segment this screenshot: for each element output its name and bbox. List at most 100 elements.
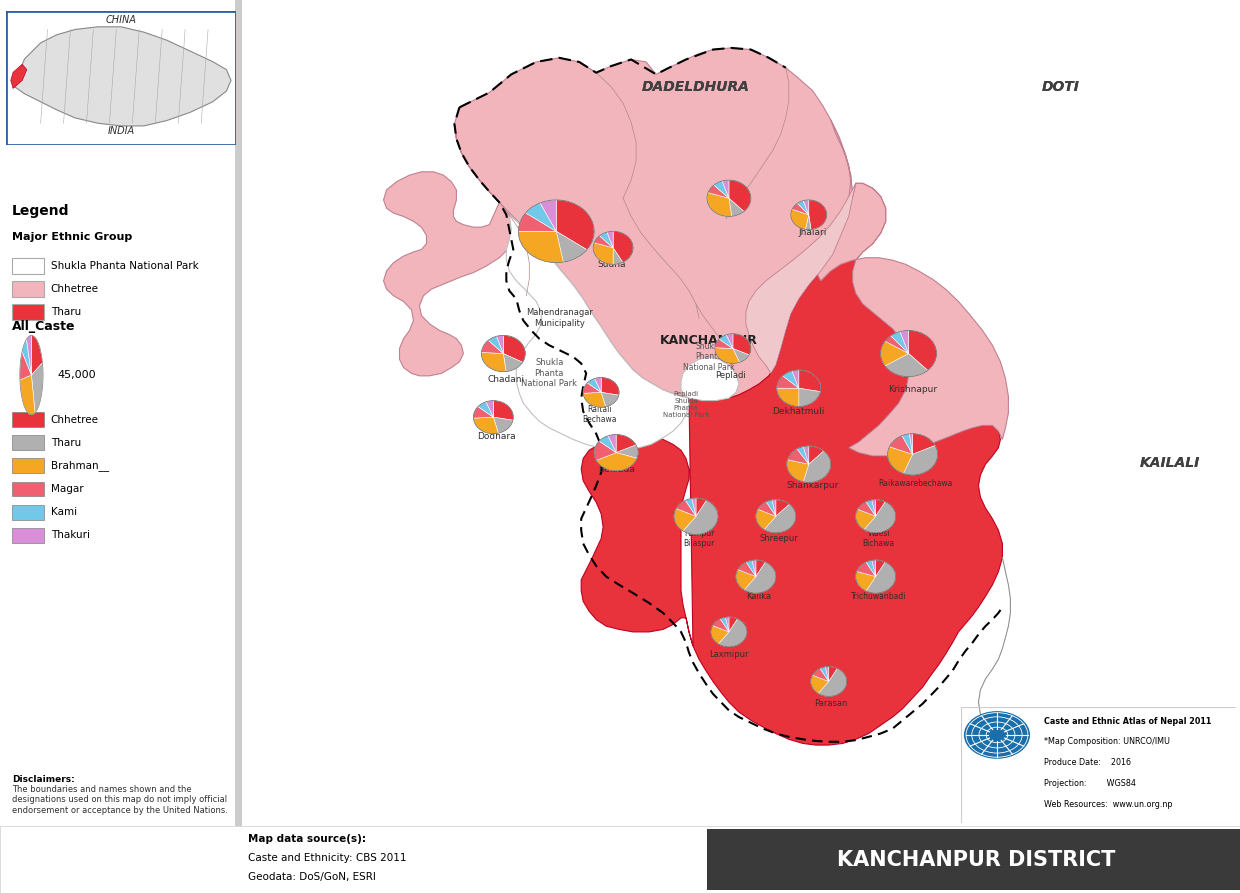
Wedge shape <box>909 434 913 455</box>
Wedge shape <box>714 181 729 198</box>
Wedge shape <box>720 617 729 632</box>
Wedge shape <box>766 500 776 516</box>
Polygon shape <box>454 48 853 401</box>
Wedge shape <box>856 572 875 591</box>
Wedge shape <box>692 498 696 516</box>
Wedge shape <box>494 401 513 421</box>
Wedge shape <box>791 209 808 230</box>
Wedge shape <box>708 185 729 198</box>
Wedge shape <box>489 337 503 354</box>
Bar <box>12 258 43 274</box>
Wedge shape <box>608 435 616 453</box>
Polygon shape <box>582 183 1002 745</box>
Text: Caste and Ethnicity: CBS 2011: Caste and Ethnicity: CBS 2011 <box>248 853 407 863</box>
Wedge shape <box>888 446 913 473</box>
Bar <box>12 281 43 297</box>
Wedge shape <box>707 193 732 216</box>
Text: Parasan: Parasan <box>813 699 847 708</box>
Text: Legend: Legend <box>12 204 69 218</box>
Wedge shape <box>725 617 729 632</box>
Text: Sudha: Sudha <box>596 260 625 269</box>
Wedge shape <box>616 435 636 453</box>
Wedge shape <box>715 339 733 348</box>
Wedge shape <box>601 378 619 395</box>
Wedge shape <box>20 352 31 380</box>
Wedge shape <box>864 502 895 533</box>
Wedge shape <box>787 460 808 482</box>
Text: Map data source(s):: Map data source(s): <box>248 834 366 844</box>
Wedge shape <box>481 353 506 371</box>
Wedge shape <box>799 388 821 406</box>
Wedge shape <box>799 370 821 392</box>
Wedge shape <box>858 502 875 516</box>
Text: DADELDHURA: DADELDHURA <box>642 79 750 94</box>
Polygon shape <box>816 120 1008 456</box>
Wedge shape <box>758 502 776 516</box>
Wedge shape <box>828 666 837 681</box>
Wedge shape <box>557 231 587 263</box>
Wedge shape <box>518 231 563 263</box>
Wedge shape <box>696 498 707 516</box>
Wedge shape <box>594 378 601 392</box>
Circle shape <box>963 711 1030 759</box>
Wedge shape <box>722 180 729 198</box>
Text: Chhetree: Chhetree <box>51 284 99 294</box>
Text: Mahendranagar
Municipality: Mahendranagar Municipality <box>526 308 593 328</box>
Wedge shape <box>733 348 749 363</box>
Wedge shape <box>715 347 739 363</box>
Wedge shape <box>890 331 909 354</box>
Text: 45,000: 45,000 <box>57 370 97 380</box>
Text: The boundaries and names shown and the
designations used on this map do not impl: The boundaries and names shown and the d… <box>12 785 228 814</box>
Wedge shape <box>713 619 729 632</box>
Wedge shape <box>900 330 909 354</box>
Wedge shape <box>496 336 503 354</box>
Text: DOTI: DOTI <box>1042 79 1079 94</box>
Bar <box>707 829 1240 890</box>
Wedge shape <box>909 330 936 371</box>
Text: Shukla
Phanta
National Park: Shukla Phanta National Park <box>683 342 735 371</box>
Text: INDIA: INDIA <box>108 127 134 137</box>
Wedge shape <box>857 562 875 577</box>
Text: Tharu: Tharu <box>51 307 81 317</box>
Text: Rampur
Bilaspur: Rampur Bilaspur <box>683 529 714 548</box>
Text: Dekhatmuli: Dekhatmuli <box>773 407 825 416</box>
Text: Beldada: Beldada <box>598 464 635 473</box>
Wedge shape <box>583 383 601 393</box>
Text: Produce Date:    2016: Produce Date: 2016 <box>1044 758 1131 767</box>
Text: Projection:        WGS84: Projection: WGS84 <box>1044 780 1136 789</box>
Text: Magar: Magar <box>51 484 83 494</box>
Wedge shape <box>787 449 808 464</box>
Wedge shape <box>776 376 799 388</box>
Wedge shape <box>913 434 935 455</box>
Wedge shape <box>733 334 751 355</box>
Text: CHINA: CHINA <box>105 15 136 25</box>
Wedge shape <box>792 370 799 388</box>
Wedge shape <box>486 401 494 417</box>
Wedge shape <box>541 200 557 231</box>
Polygon shape <box>14 27 231 126</box>
Wedge shape <box>875 560 885 577</box>
Wedge shape <box>675 508 696 531</box>
Text: Daiji: Daiji <box>715 200 737 209</box>
Text: Thakuri: Thakuri <box>51 530 89 540</box>
Wedge shape <box>804 451 831 482</box>
Wedge shape <box>683 500 718 534</box>
Wedge shape <box>718 619 746 647</box>
Text: Disclaimers:: Disclaimers: <box>12 775 74 784</box>
Wedge shape <box>875 500 885 516</box>
Wedge shape <box>792 204 808 214</box>
Wedge shape <box>727 334 733 348</box>
Wedge shape <box>518 213 557 231</box>
Wedge shape <box>764 505 796 533</box>
Bar <box>234 0 242 826</box>
Wedge shape <box>474 406 494 418</box>
Bar <box>12 458 43 473</box>
Text: KAILALI: KAILALI <box>1140 455 1200 470</box>
Wedge shape <box>746 560 756 577</box>
Wedge shape <box>776 500 790 516</box>
Wedge shape <box>811 675 828 694</box>
Wedge shape <box>866 500 875 516</box>
Text: Shreepur: Shreepur <box>759 534 799 543</box>
Wedge shape <box>26 336 31 375</box>
Wedge shape <box>557 200 594 250</box>
